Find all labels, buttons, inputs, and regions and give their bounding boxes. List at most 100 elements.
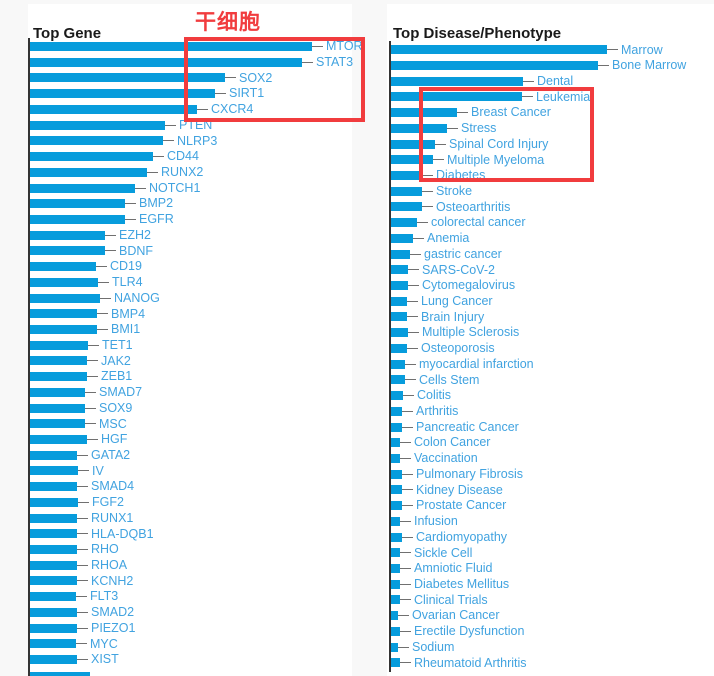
bar[interactable] [391, 171, 422, 180]
bar[interactable] [30, 324, 97, 334]
bar-label[interactable]: Cytomegalovirus [422, 278, 516, 293]
bar-label[interactable]: FGF2 [92, 495, 124, 510]
bar[interactable] [391, 218, 417, 228]
bar-label[interactable]: CD44 [167, 149, 199, 164]
bar-label[interactable]: SOX2 [239, 70, 273, 85]
bar[interactable] [30, 545, 77, 555]
bar-label[interactable]: EGFR [139, 212, 174, 227]
bar[interactable] [391, 186, 422, 196]
bar-label[interactable]: NOTCH1 [149, 180, 201, 195]
bar[interactable] [30, 450, 77, 460]
bar-label[interactable]: TET1 [102, 337, 133, 352]
bar-label[interactable]: Ovarian Cancer [412, 608, 500, 623]
bar-label[interactable]: Cardiomyopathy [416, 529, 508, 544]
bar[interactable] [30, 309, 97, 319]
bar-label[interactable]: Prostate Cancer [416, 498, 507, 513]
bar[interactable] [30, 340, 88, 350]
bar[interactable] [391, 60, 598, 70]
bar-label[interactable]: STAT3 [316, 55, 354, 70]
bar-label[interactable]: Pancreatic Cancer [416, 419, 519, 434]
bar[interactable] [30, 120, 165, 130]
bar[interactable] [391, 563, 400, 573]
bar[interactable] [391, 422, 402, 432]
bar-label[interactable]: MSC [99, 416, 127, 431]
bar-label[interactable]: KCNH2 [91, 573, 134, 588]
bar-label[interactable]: Diabetes Mellitus [414, 576, 510, 591]
bar-label[interactable]: CXCR4 [211, 102, 254, 117]
bar[interactable] [30, 529, 77, 539]
bar[interactable] [30, 57, 302, 67]
bar[interactable] [391, 76, 523, 86]
bar[interactable] [391, 312, 407, 322]
bar-label[interactable]: NLRP3 [177, 133, 218, 148]
bar[interactable] [391, 626, 400, 636]
bar-label[interactable]: MYC [90, 636, 118, 651]
bar-label[interactable]: Multiple Sclerosis [422, 325, 520, 340]
bar-label[interactable]: SIRT1 [229, 86, 265, 101]
bar[interactable] [30, 152, 153, 162]
bar[interactable] [30, 214, 125, 224]
bar-label[interactable]: Colitis [417, 388, 452, 403]
bar-label[interactable]: gastric cancer [424, 246, 502, 261]
bar-label[interactable]: IV [92, 463, 104, 478]
bar-label[interactable]: Bone Marrow [612, 58, 687, 73]
bar-label[interactable]: BDNF [119, 243, 154, 258]
bar-label[interactable]: Cells Stem [419, 372, 480, 387]
bar-label[interactable]: Colon Cancer [414, 435, 491, 450]
bar-label[interactable]: Amniotic Fluid [414, 561, 493, 576]
bar-label[interactable]: Leukemia [536, 89, 591, 104]
bar[interactable] [391, 233, 413, 243]
bar[interactable] [30, 246, 105, 256]
bar-label[interactable]: RHOA [91, 558, 128, 573]
bar[interactable] [30, 639, 76, 649]
bar[interactable] [391, 406, 402, 416]
bar-label[interactable]: Spinal Cord Injury [449, 136, 549, 151]
bar[interactable] [30, 183, 135, 193]
bar[interactable] [391, 532, 402, 542]
bar-label[interactable]: JAK2 [101, 353, 131, 368]
bar[interactable] [391, 45, 607, 55]
bar-label[interactable]: GATA2 [91, 447, 131, 462]
bar[interactable] [30, 655, 77, 665]
bar-label[interactable]: EZH2 [119, 227, 151, 242]
bar[interactable] [391, 202, 422, 212]
bar[interactable] [391, 453, 400, 463]
bar[interactable] [391, 359, 405, 369]
bar-label[interactable]: HLA-DQB1 [91, 526, 154, 541]
bar-label[interactable]: Rheumatoid Arthritis [414, 655, 527, 670]
bar-label[interactable]: Infusion [414, 514, 458, 529]
bar-label[interactable]: SMAD4 [91, 479, 135, 494]
bar[interactable] [391, 391, 403, 401]
bar[interactable] [391, 611, 398, 621]
bar[interactable] [30, 199, 125, 209]
bar[interactable] [30, 277, 98, 287]
bar-label[interactable]: ZEB1 [101, 369, 133, 384]
bar[interactable] [391, 108, 457, 118]
bar-label[interactable]: Dental [537, 73, 574, 88]
bar-label[interactable]: CD19 [110, 259, 142, 274]
bar[interactable] [391, 548, 400, 558]
bar-label[interactable]: Osteoporosis [421, 341, 495, 356]
bar[interactable] [391, 281, 408, 291]
bar[interactable] [391, 579, 400, 589]
bar[interactable] [391, 139, 435, 149]
clipped-bottom-bar[interactable] [30, 672, 90, 676]
bar-label[interactable]: Kidney Disease [416, 482, 503, 497]
bar[interactable] [391, 296, 407, 306]
bar[interactable] [391, 658, 400, 668]
bar[interactable] [391, 642, 398, 652]
bar-label[interactable]: SARS-CoV-2 [422, 262, 495, 277]
bar[interactable] [391, 328, 408, 338]
bar[interactable] [30, 89, 215, 99]
bar[interactable] [30, 497, 78, 507]
bar-label[interactable]: FLT3 [90, 589, 119, 604]
bar[interactable] [30, 42, 312, 52]
bar-label[interactable]: colorectal cancer [431, 215, 526, 230]
bar-label[interactable]: Anemia [427, 231, 470, 246]
bar-label[interactable]: Lung Cancer [421, 294, 493, 308]
bar[interactable] [30, 607, 77, 617]
bar[interactable] [30, 592, 76, 602]
bar-label[interactable]: HGF [101, 432, 128, 447]
bar[interactable] [391, 375, 405, 385]
bar[interactable] [30, 466, 78, 476]
